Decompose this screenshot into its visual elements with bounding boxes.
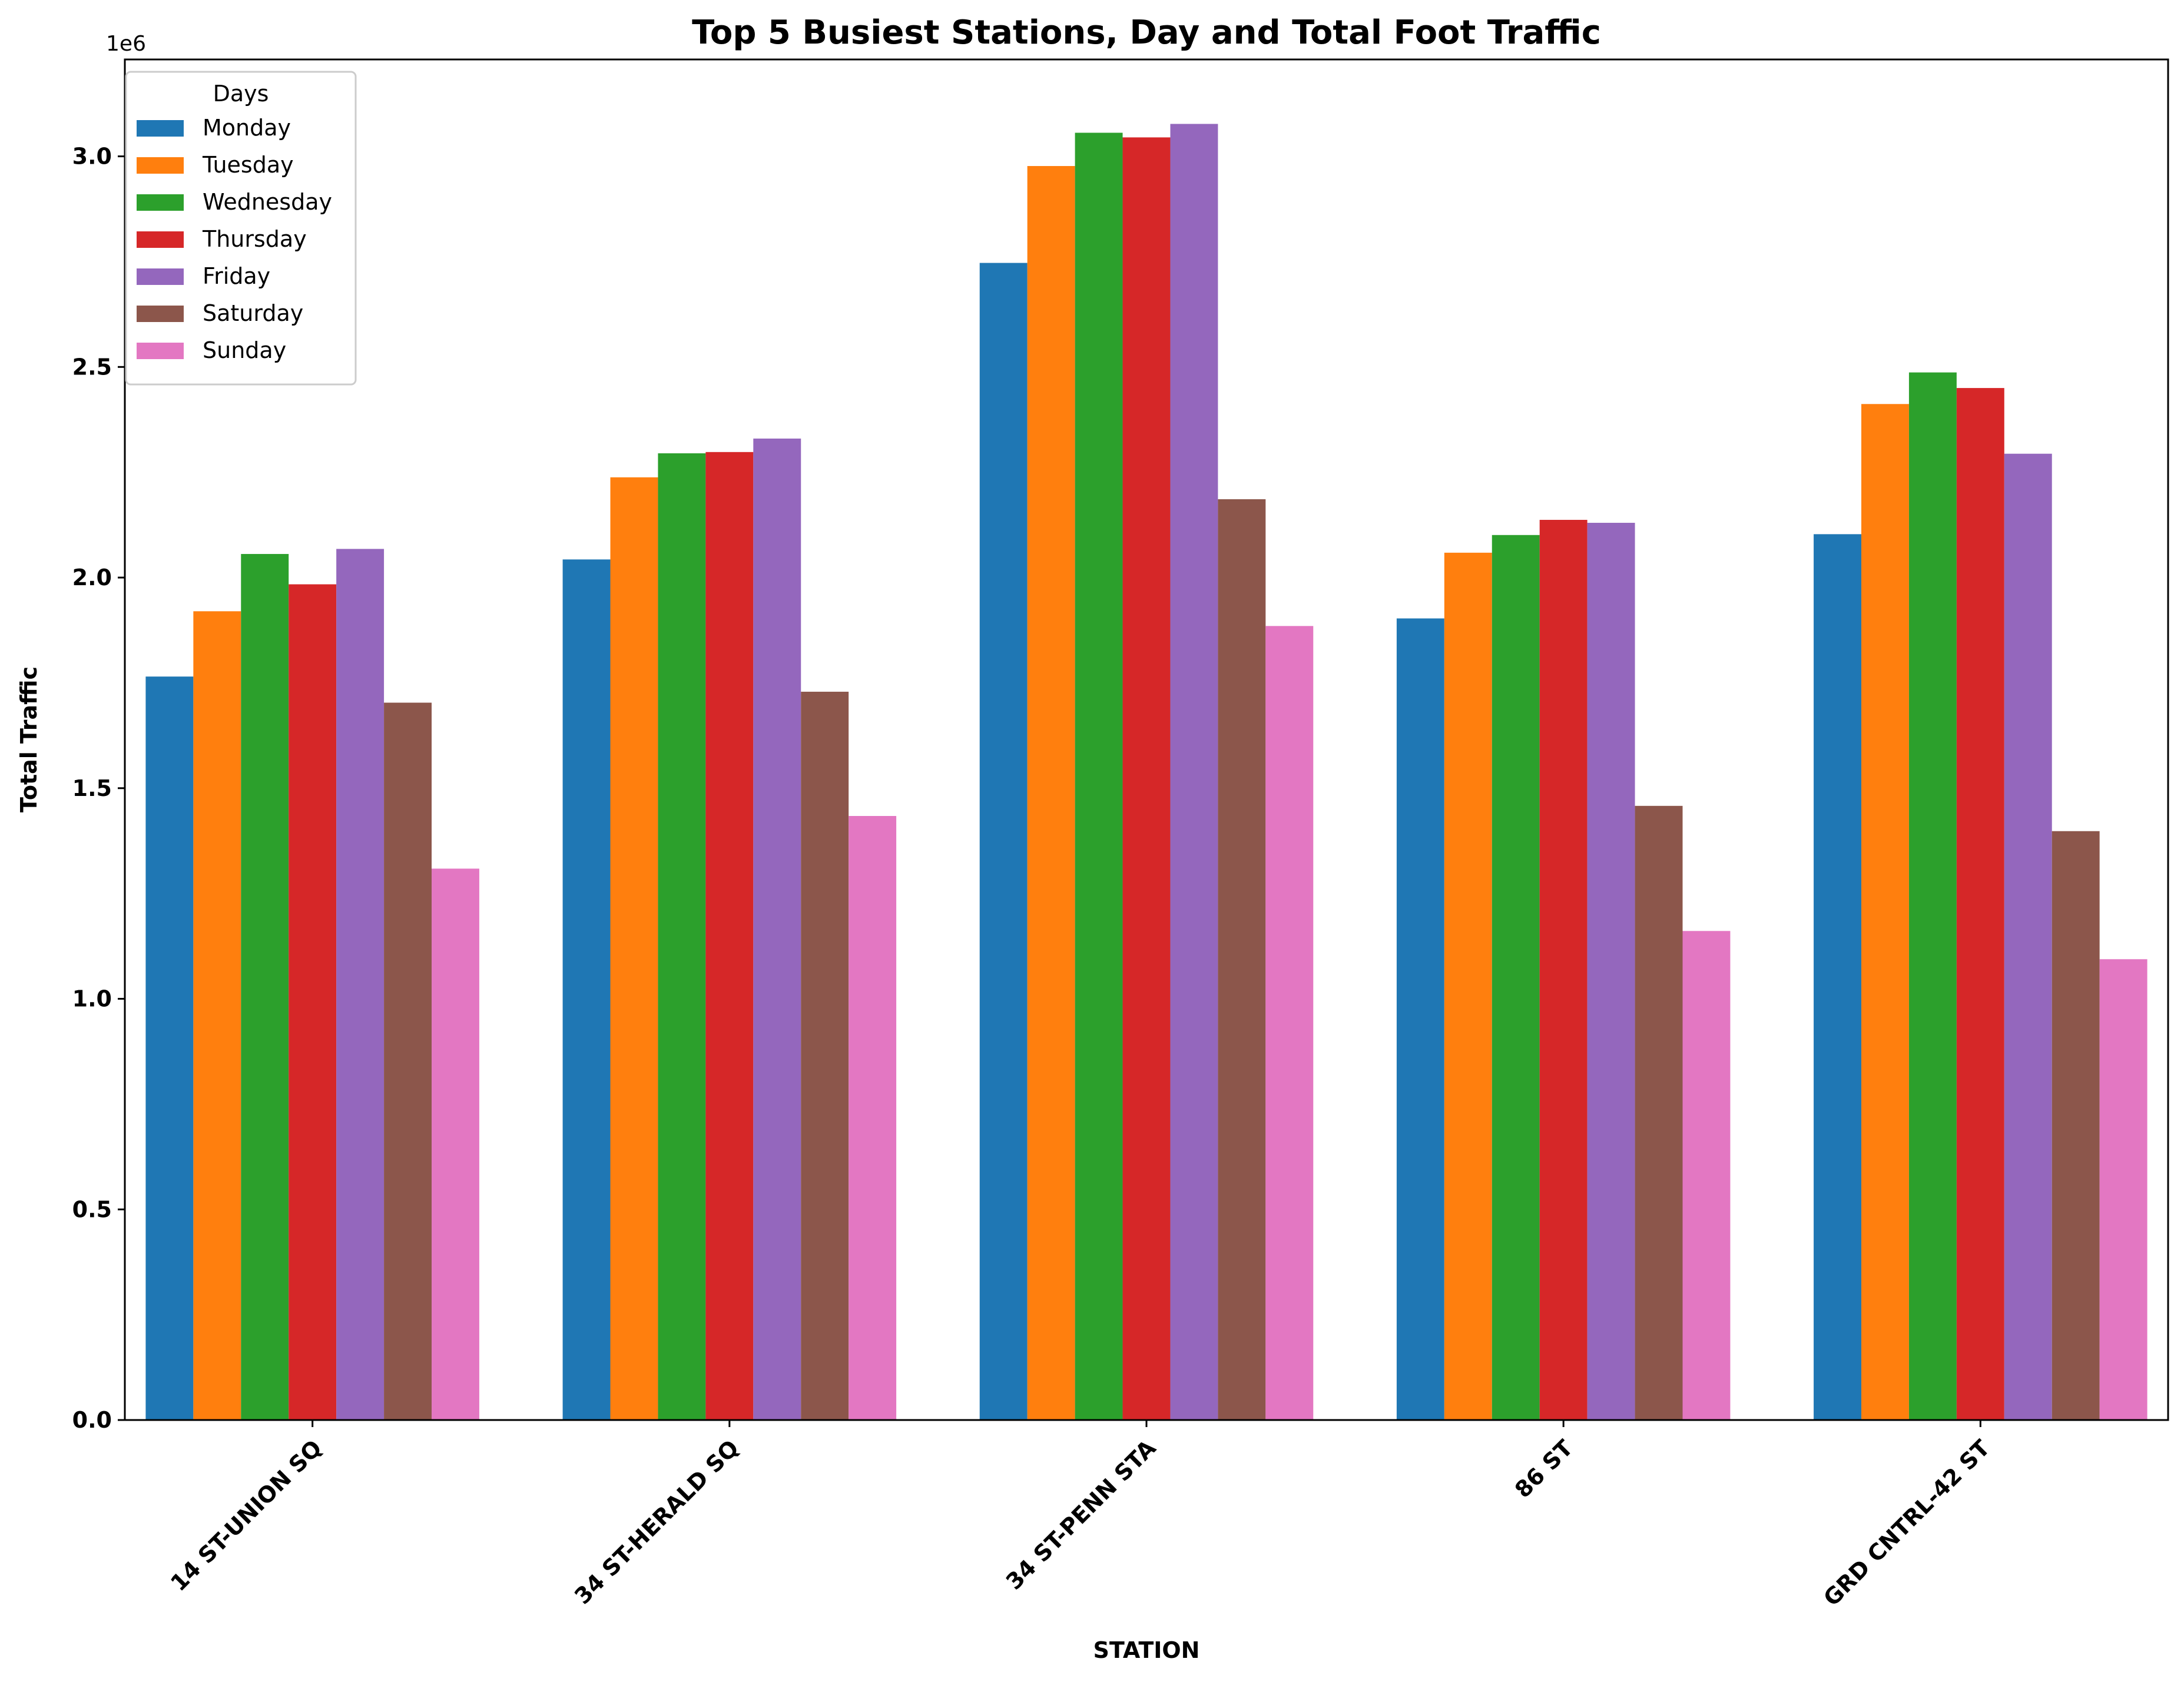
legend: Days Monday Tuesday Wednesday Thursday Friday… <box>125 71 357 386</box>
x-axis-label: STATION <box>1093 1637 1200 1663</box>
legend-swatch-tuesday <box>137 157 184 174</box>
bar-sunday-3 <box>1682 931 1731 1420</box>
y-tick-label: 2.0 <box>72 565 112 590</box>
bar-friday-1 <box>753 438 801 1420</box>
bar-tuesday-1 <box>610 477 658 1420</box>
legend-swatch-saturday <box>137 306 184 322</box>
legend-label-sunday: Sunday <box>203 337 286 363</box>
bar-saturday-0 <box>384 702 432 1420</box>
legend-label-saturday: Saturday <box>203 300 303 326</box>
y-tick-label: 3.0 <box>72 144 112 170</box>
y-tick-label: 0.5 <box>72 1196 112 1222</box>
legend-label-thursday: Thursday <box>202 226 307 252</box>
bar-wednesday-0 <box>241 553 289 1420</box>
bar-saturday-3 <box>1635 805 1683 1420</box>
legend-swatch-wednesday <box>137 194 184 211</box>
bar-sunday-0 <box>432 868 479 1420</box>
legend-swatch-monday <box>137 120 184 137</box>
y-tick-label: 1.0 <box>72 986 112 1012</box>
legend-title: Days <box>213 81 269 107</box>
bar-friday-2 <box>1170 124 1218 1420</box>
bar-saturday-1 <box>801 691 849 1420</box>
bar-tuesday-2 <box>1027 166 1075 1421</box>
bar-sunday-1 <box>849 816 897 1420</box>
bar-tuesday-0 <box>193 611 241 1420</box>
bar-thursday-0 <box>289 584 337 1420</box>
y-offset-label: 1e6 <box>106 32 146 56</box>
bar-sunday-2 <box>1265 626 1314 1420</box>
y-tick-label: 2.5 <box>72 354 112 380</box>
bar-monday-4 <box>1814 534 1861 1420</box>
bar-sunday-4 <box>2099 959 2147 1420</box>
bar-tuesday-3 <box>1444 552 1492 1421</box>
legend-label-friday: Friday <box>203 263 270 289</box>
bar-friday-0 <box>336 549 385 1420</box>
bar-saturday-2 <box>1218 499 1266 1421</box>
legend-label-monday: Monday <box>203 115 291 141</box>
bars-layer <box>145 124 2147 1421</box>
bar-wednesday-3 <box>1492 535 1540 1420</box>
y-tick-label: 0.0 <box>72 1407 112 1433</box>
bar-monday-2 <box>979 263 1028 1420</box>
bar-monday-1 <box>562 559 611 1420</box>
bar-saturday-4 <box>2052 831 2100 1420</box>
bar-friday-3 <box>1587 523 1635 1421</box>
bar-thursday-3 <box>1539 520 1588 1420</box>
legend-label-wednesday: Wednesday <box>203 189 332 215</box>
legend-swatch-friday <box>137 268 184 285</box>
bar-monday-3 <box>1396 618 1444 1420</box>
bar-wednesday-2 <box>1075 132 1123 1421</box>
bar-thursday-1 <box>705 452 754 1420</box>
y-axis-label: Total Traffic <box>16 666 42 812</box>
legend-label-tuesday: Tuesday <box>202 152 294 178</box>
bar-thursday-2 <box>1122 137 1171 1420</box>
bar-monday-0 <box>145 676 194 1420</box>
chart-title: Top 5 Busiest Stations, Day and Total Fo… <box>692 14 1601 52</box>
bar-thursday-4 <box>1956 388 2004 1421</box>
y-axis: 0.0 0.5 1.0 1.5 2.0 2.5 3.0 <box>72 144 125 1433</box>
legend-swatch-thursday <box>137 231 184 248</box>
legend-swatch-sunday <box>137 343 184 359</box>
y-tick-label: 1.5 <box>72 775 112 801</box>
bar-wednesday-4 <box>1908 372 1957 1420</box>
bar-wednesday-1 <box>658 453 706 1421</box>
bar-tuesday-4 <box>1861 404 1909 1421</box>
bar-friday-4 <box>2004 453 2052 1420</box>
